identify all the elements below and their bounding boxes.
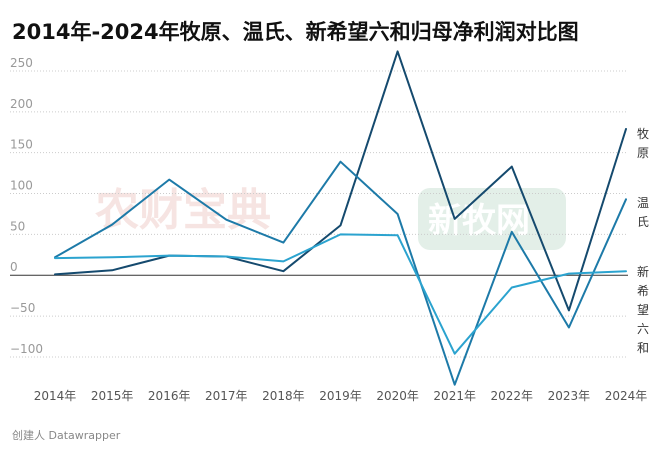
x-tick-label: 2021年 [433, 389, 476, 403]
series-lines [54, 50, 627, 386]
series-line-新希望六和 [54, 233, 627, 355]
x-tick-label: 2022年 [491, 389, 534, 403]
series-label-char: 希 [637, 283, 649, 298]
series-label-char: 六 [637, 322, 649, 336]
x-tick-label: 2024年 [605, 389, 648, 403]
chart-title: 2014年-2024年牧原、温氏、新希望六和归母净利润对比图 [12, 20, 579, 44]
x-tick-label: 2014年 [34, 389, 77, 403]
y-tick-label: 200 [10, 97, 33, 111]
y-tick-label: 150 [10, 138, 33, 152]
y-tick-label: −100 [10, 342, 43, 356]
series-label-char: 温 [637, 196, 649, 210]
series-label-char: 望 [637, 303, 649, 317]
x-tick-label: 2017年 [205, 389, 248, 403]
series-label-char: 氏 [637, 215, 649, 229]
footer-credit: 创建人 Datawrapper [12, 429, 121, 442]
x-axis: 2014年 2015年 2016年 2017年 2018年 2019年 2020年 2021年… [34, 389, 648, 403]
series-label-char: 牧 [637, 127, 649, 141]
series-line-牧原 [54, 50, 627, 312]
x-tick-label: 2019年 [319, 389, 362, 403]
series-label-char: 新 [637, 264, 649, 279]
x-tick-label: 2018年 [262, 389, 305, 403]
x-tick-label: 2015年 [91, 389, 134, 403]
y-tick-label: 100 [10, 179, 33, 193]
x-tick-label: 2020年 [376, 389, 419, 403]
series-line-温氏 [54, 160, 627, 386]
y-axis: 250 200 150 100 50 0 −50 −100 [10, 56, 43, 356]
series-label-char: 原 [637, 146, 649, 160]
y-tick-label: 0 [10, 260, 18, 274]
svg-text:农财宝典: 农财宝典 [95, 185, 271, 236]
series-label-char: 和 [637, 341, 649, 355]
y-tick-label: 250 [10, 56, 33, 70]
x-tick-label: 2023年 [548, 389, 591, 403]
x-tick-label: 2016年 [148, 389, 191, 403]
watermark: 农财宝典 新牧网 [95, 185, 566, 250]
y-tick-label: 50 [10, 219, 25, 233]
y-tick-label: −50 [10, 301, 35, 315]
